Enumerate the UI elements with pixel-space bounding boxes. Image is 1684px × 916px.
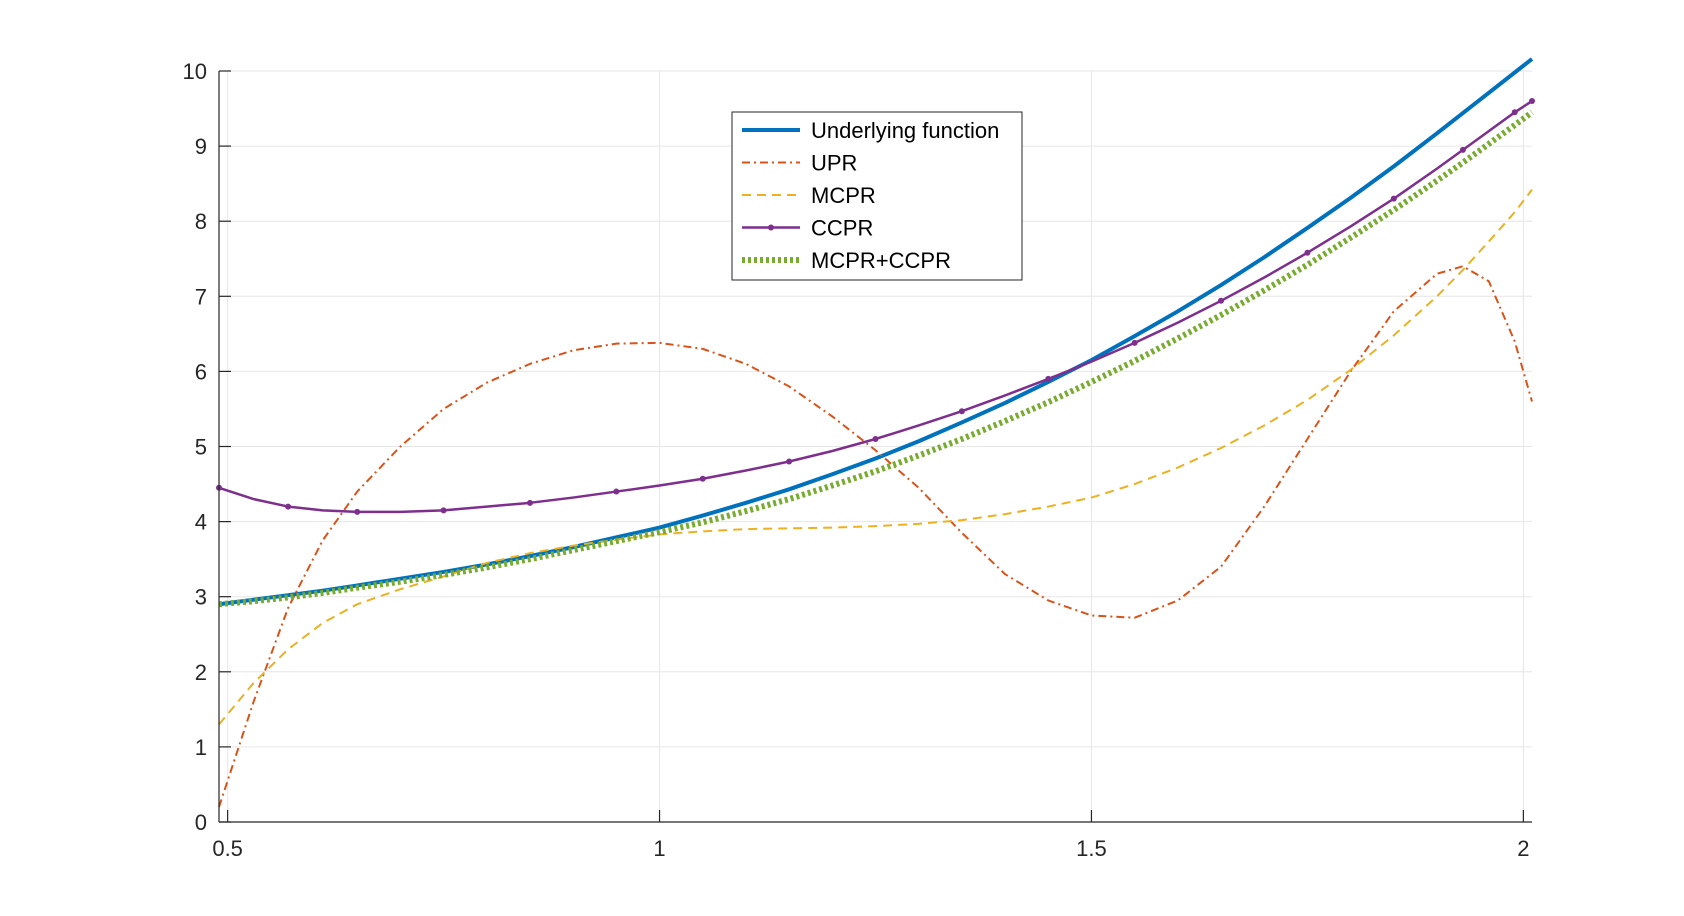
legend-label: MCPR+CCPR: [811, 248, 951, 273]
legend-label: UPR: [811, 151, 857, 176]
y-tick-label: 4: [195, 510, 207, 535]
series-line-mcpr-ccpr: [218, 109, 1534, 608]
y-tick-label: 3: [195, 585, 207, 610]
axes: 0.5 1 1.5 2 0 1 2 3 4 5 6 7 8 9 10: [183, 59, 1532, 861]
y-tick-label: 7: [195, 284, 207, 309]
y-tick-label: 6: [195, 359, 207, 384]
data-point-marker: [285, 503, 292, 510]
data-point-marker: [1459, 146, 1466, 153]
y-tick-label: 0: [195, 810, 207, 835]
x-tick-label: 1.5: [1076, 836, 1107, 861]
data-point-marker: [440, 507, 447, 514]
data-point-marker: [699, 475, 706, 482]
y-tick-label: 5: [195, 435, 207, 460]
data-point-marker: [613, 488, 620, 495]
legend-label: Underlying function: [811, 118, 999, 143]
legend-label: MCPR: [811, 183, 876, 208]
legend-marker: [768, 224, 774, 231]
x-tick-label: 0.5: [212, 836, 243, 861]
series-line-mcpr: [218, 189, 1533, 726]
y-tick-label: 1: [195, 735, 207, 760]
data-point-marker: [1529, 98, 1535, 105]
x-tick-label: 1: [653, 836, 665, 861]
data-point-marker: [526, 499, 533, 506]
y-tick-label: 10: [183, 59, 207, 84]
data-point-marker: [786, 458, 793, 465]
y-tick-label: 8: [195, 209, 207, 234]
x-tick-label: 2: [1517, 836, 1529, 861]
legend-label: CCPR: [811, 216, 873, 241]
series-line-ccpr: [218, 99, 1533, 514]
legend: Underlying function UPR MCPR CCPR MCPR+CCPR: [731, 111, 1023, 281]
data-point-marker: [1045, 375, 1052, 382]
data-point-marker: [1511, 109, 1518, 116]
data-point-marker: [872, 435, 879, 442]
series-line-upr: [218, 265, 1533, 808]
data-point-marker: [354, 508, 361, 515]
y-tick-label: 2: [195, 660, 207, 685]
series-lines: [216, 57, 1535, 808]
data-point-marker: [958, 408, 965, 415]
data-point-marker: [1131, 339, 1138, 346]
data-point-marker: [1218, 297, 1225, 304]
data-point-marker: [1304, 249, 1311, 256]
data-point-marker: [1390, 195, 1397, 202]
y-tick-label: 9: [195, 134, 207, 159]
